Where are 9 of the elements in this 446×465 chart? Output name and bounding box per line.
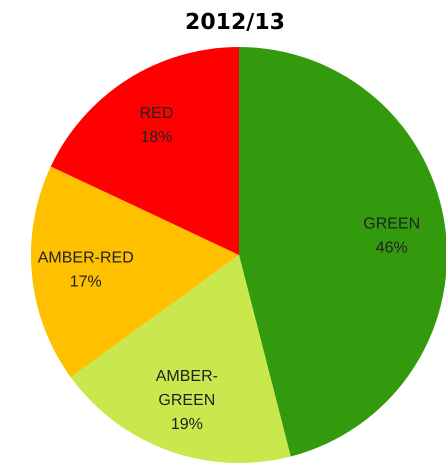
slice-label: AMBER-GREEN xyxy=(156,367,218,408)
slice-label: AMBER-RED xyxy=(38,248,134,266)
slice-label: RED xyxy=(140,104,174,122)
slice-label: GREEN xyxy=(363,215,420,232)
data-label: 17% xyxy=(70,272,102,290)
chart-title: 2012/13 xyxy=(184,10,286,35)
data-label: 19% xyxy=(170,415,203,432)
data-label: 18% xyxy=(140,128,173,146)
data-label: 46% xyxy=(376,239,408,256)
